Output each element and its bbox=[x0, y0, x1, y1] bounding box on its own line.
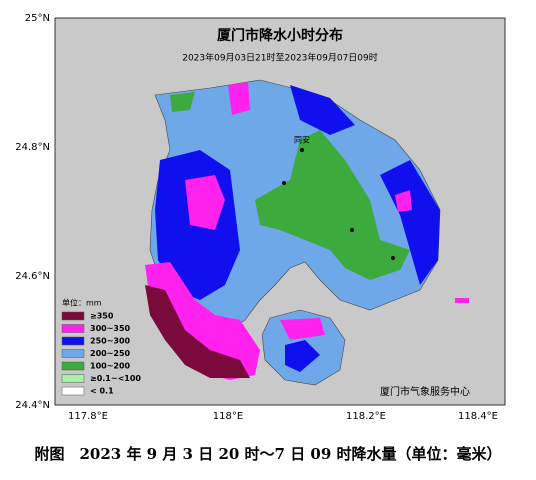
legend-swatch bbox=[61, 386, 85, 396]
lon-tick: 118.2°E bbox=[346, 411, 386, 422]
place-label: 同安 bbox=[294, 135, 310, 145]
legend-swatch bbox=[61, 311, 85, 321]
legend-label: ≥0.1~<100 bbox=[90, 374, 141, 383]
legend-swatch bbox=[61, 374, 85, 383]
lat-tick: 24.8°N bbox=[15, 142, 50, 153]
legend-label: 200~250 bbox=[90, 349, 131, 358]
legend-label: 100~200 bbox=[90, 362, 131, 371]
rain-map bbox=[145, 79, 469, 386]
legend-swatch bbox=[61, 324, 85, 333]
legend-label: 250~300 bbox=[90, 337, 131, 346]
lon-tick: 118°E bbox=[213, 411, 243, 422]
legend-swatch bbox=[61, 349, 85, 358]
legend-label: 300~350 bbox=[90, 324, 131, 333]
legend-title: 单位：mm bbox=[62, 298, 102, 308]
legend-label: ≥350 bbox=[90, 312, 114, 321]
lat-tick: 24.6°N bbox=[15, 271, 50, 282]
legend-label: < 0.1 bbox=[90, 387, 114, 396]
lat-tick: 25°N bbox=[25, 13, 50, 24]
legend: 单位：mm ≥350 300~350 250~300 200~250 100~200 ≥0… bbox=[61, 298, 141, 396]
lat-tick: 24.4°N bbox=[15, 400, 50, 411]
map-subtitle: 2023年09月03日21时至2023年09月07日09时 bbox=[182, 52, 378, 64]
legend-swatch bbox=[61, 336, 85, 346]
legend-swatch bbox=[61, 361, 85, 371]
map-title: 厦门市降水小时分布 bbox=[217, 27, 343, 44]
caption: 附图 2023 年 9 月 3 日 20 时～7 日 09 时降水量（单位：毫米… bbox=[34, 445, 501, 463]
lon-tick: 117.8°E bbox=[68, 411, 108, 422]
credit: 厦门市气象服务中心 bbox=[380, 385, 470, 398]
lon-tick: 118.4°E bbox=[458, 411, 498, 422]
